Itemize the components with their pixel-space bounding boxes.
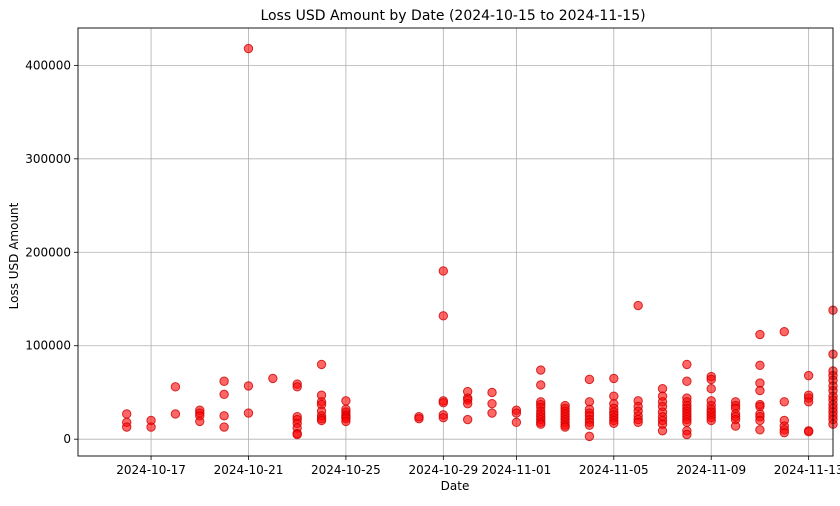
data-point	[609, 373, 619, 384]
data-point	[195, 416, 205, 427]
y-tick-label: 0	[63, 432, 71, 446]
x-axis-ticks: 2024-10-17 2024-10-21 2024-10-25 2024-10-29…	[116, 456, 840, 477]
data-point	[755, 425, 765, 435]
x-tick-label: 2024-10-25	[311, 463, 381, 477]
data-point	[122, 422, 132, 432]
data-point	[803, 397, 814, 407]
y-tick-label: 400000	[25, 58, 71, 72]
data-point	[803, 370, 814, 381]
y-tick-label: 200000	[25, 245, 71, 259]
data-point	[438, 412, 449, 423]
y-axis-label: Loss USD Amount	[7, 202, 21, 309]
data-point	[170, 382, 181, 392]
y-axis-ticks: 0 100000 200000 300000 400000	[25, 58, 78, 446]
data-point	[536, 419, 546, 429]
plot-area-frame	[77, 27, 834, 457]
data-point	[341, 396, 351, 406]
y-tick-label: 300000	[25, 152, 71, 166]
data-point	[779, 397, 789, 407]
data-point	[633, 300, 643, 311]
x-tick-label: 2024-10-21	[214, 463, 284, 477]
x-tick-label: 2024-11-13	[774, 463, 840, 477]
data-point	[414, 413, 424, 424]
x-tick-label: 2024-10-17	[116, 463, 186, 477]
data-point	[779, 327, 789, 337]
y-tick-label: 100000	[25, 339, 71, 353]
data-point	[803, 427, 814, 437]
data-point	[122, 409, 132, 419]
data-point	[462, 414, 473, 425]
data-point	[584, 374, 595, 385]
data-point	[438, 311, 449, 321]
data-point	[268, 373, 278, 384]
x-tick-label: 2024-11-05	[579, 463, 649, 477]
data-points	[122, 43, 838, 442]
data-point	[219, 411, 229, 421]
data-point	[682, 359, 692, 370]
data-point	[536, 365, 546, 375]
data-point	[462, 398, 473, 409]
data-point	[560, 422, 570, 432]
data-point	[682, 429, 692, 440]
data-point	[219, 376, 229, 386]
data-point	[487, 398, 497, 409]
data-point	[219, 389, 229, 400]
data-point	[511, 417, 522, 428]
data-point	[755, 415, 765, 426]
data-point	[438, 398, 449, 408]
data-point	[292, 429, 302, 440]
data-point	[536, 380, 546, 390]
data-point	[706, 384, 716, 394]
x-tick-label: 2024-10-29	[408, 463, 478, 477]
data-point	[292, 382, 302, 392]
x-tick-label: 2024-11-01	[482, 463, 552, 477]
data-point	[682, 376, 692, 386]
data-point	[584, 431, 595, 442]
data-point	[584, 420, 595, 430]
data-point	[706, 415, 716, 426]
data-point	[341, 416, 351, 427]
data-point	[243, 381, 254, 391]
data-point	[609, 418, 619, 428]
data-point	[511, 408, 522, 418]
data-point	[219, 422, 229, 432]
data-point	[316, 359, 327, 370]
chart-title: Loss USD Amount by Date (2024-10-15 to 2…	[260, 8, 645, 24]
data-point	[146, 422, 156, 432]
data-point	[730, 421, 741, 431]
data-point	[243, 408, 254, 418]
data-point	[682, 417, 692, 428]
data-point	[657, 426, 668, 436]
data-point	[755, 360, 765, 371]
data-point	[779, 427, 789, 438]
x-tick-label: 2024-11-09	[676, 463, 746, 477]
data-point	[487, 408, 497, 418]
data-point	[633, 417, 643, 428]
data-point	[706, 374, 716, 385]
data-point	[487, 387, 497, 398]
x-axis-label: Date	[441, 479, 470, 493]
data-point	[243, 43, 254, 54]
data-point	[170, 409, 181, 419]
data-point	[755, 385, 765, 396]
data-point	[438, 266, 449, 276]
grid-lines	[78, 28, 833, 456]
data-point	[316, 415, 327, 426]
data-point	[755, 329, 765, 340]
